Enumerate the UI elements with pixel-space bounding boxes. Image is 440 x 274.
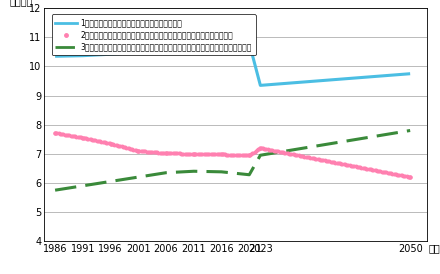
Text: （時間）: （時間）: [10, 0, 33, 6]
Legend: 1次活動（睡鷭、食事など生理的に必要な活動）, 2次活動（仕事、家事など社会生活を営む上で義務的な性格の強い活動）, 3次活動（移動、テレビ、休養、学習など各人: 1次活動（睡鷭、食事など生理的に必要な活動）, 2次活動（仕事、家事など社会生活…: [51, 14, 256, 55]
Text: （年）: （年）: [429, 244, 440, 253]
